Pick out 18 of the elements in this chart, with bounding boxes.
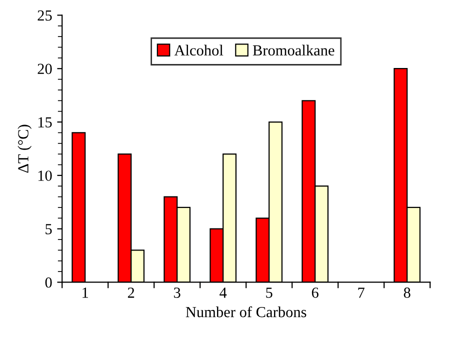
x-tick-label: 7 [358,288,364,298]
x-axis-title: Number of Carbons [186,306,306,318]
x-tick-label: 1 [82,288,88,298]
x-tick-label: 6 [312,288,318,298]
x-tick-label: 4 [220,288,227,298]
y-tick-label: 20 [38,64,52,74]
y-tick-label: 25 [38,10,52,21]
y-tick-label: 15 [38,117,52,128]
y-tick-label: 0 [45,277,52,288]
x-tick-label: 3 [174,288,180,298]
x-tick-label: 5 [266,288,272,298]
y-tick-label: 10 [38,170,52,181]
legend-label: Alcohol [174,44,224,56]
y-axis-title: ΔT (°C) [18,124,32,173]
y-tick-label: 5 [46,224,52,234]
x-tick-label: 8 [404,288,410,298]
legend-label: Bromoalkane [252,44,334,56]
x-tick-label: 2 [128,288,134,298]
